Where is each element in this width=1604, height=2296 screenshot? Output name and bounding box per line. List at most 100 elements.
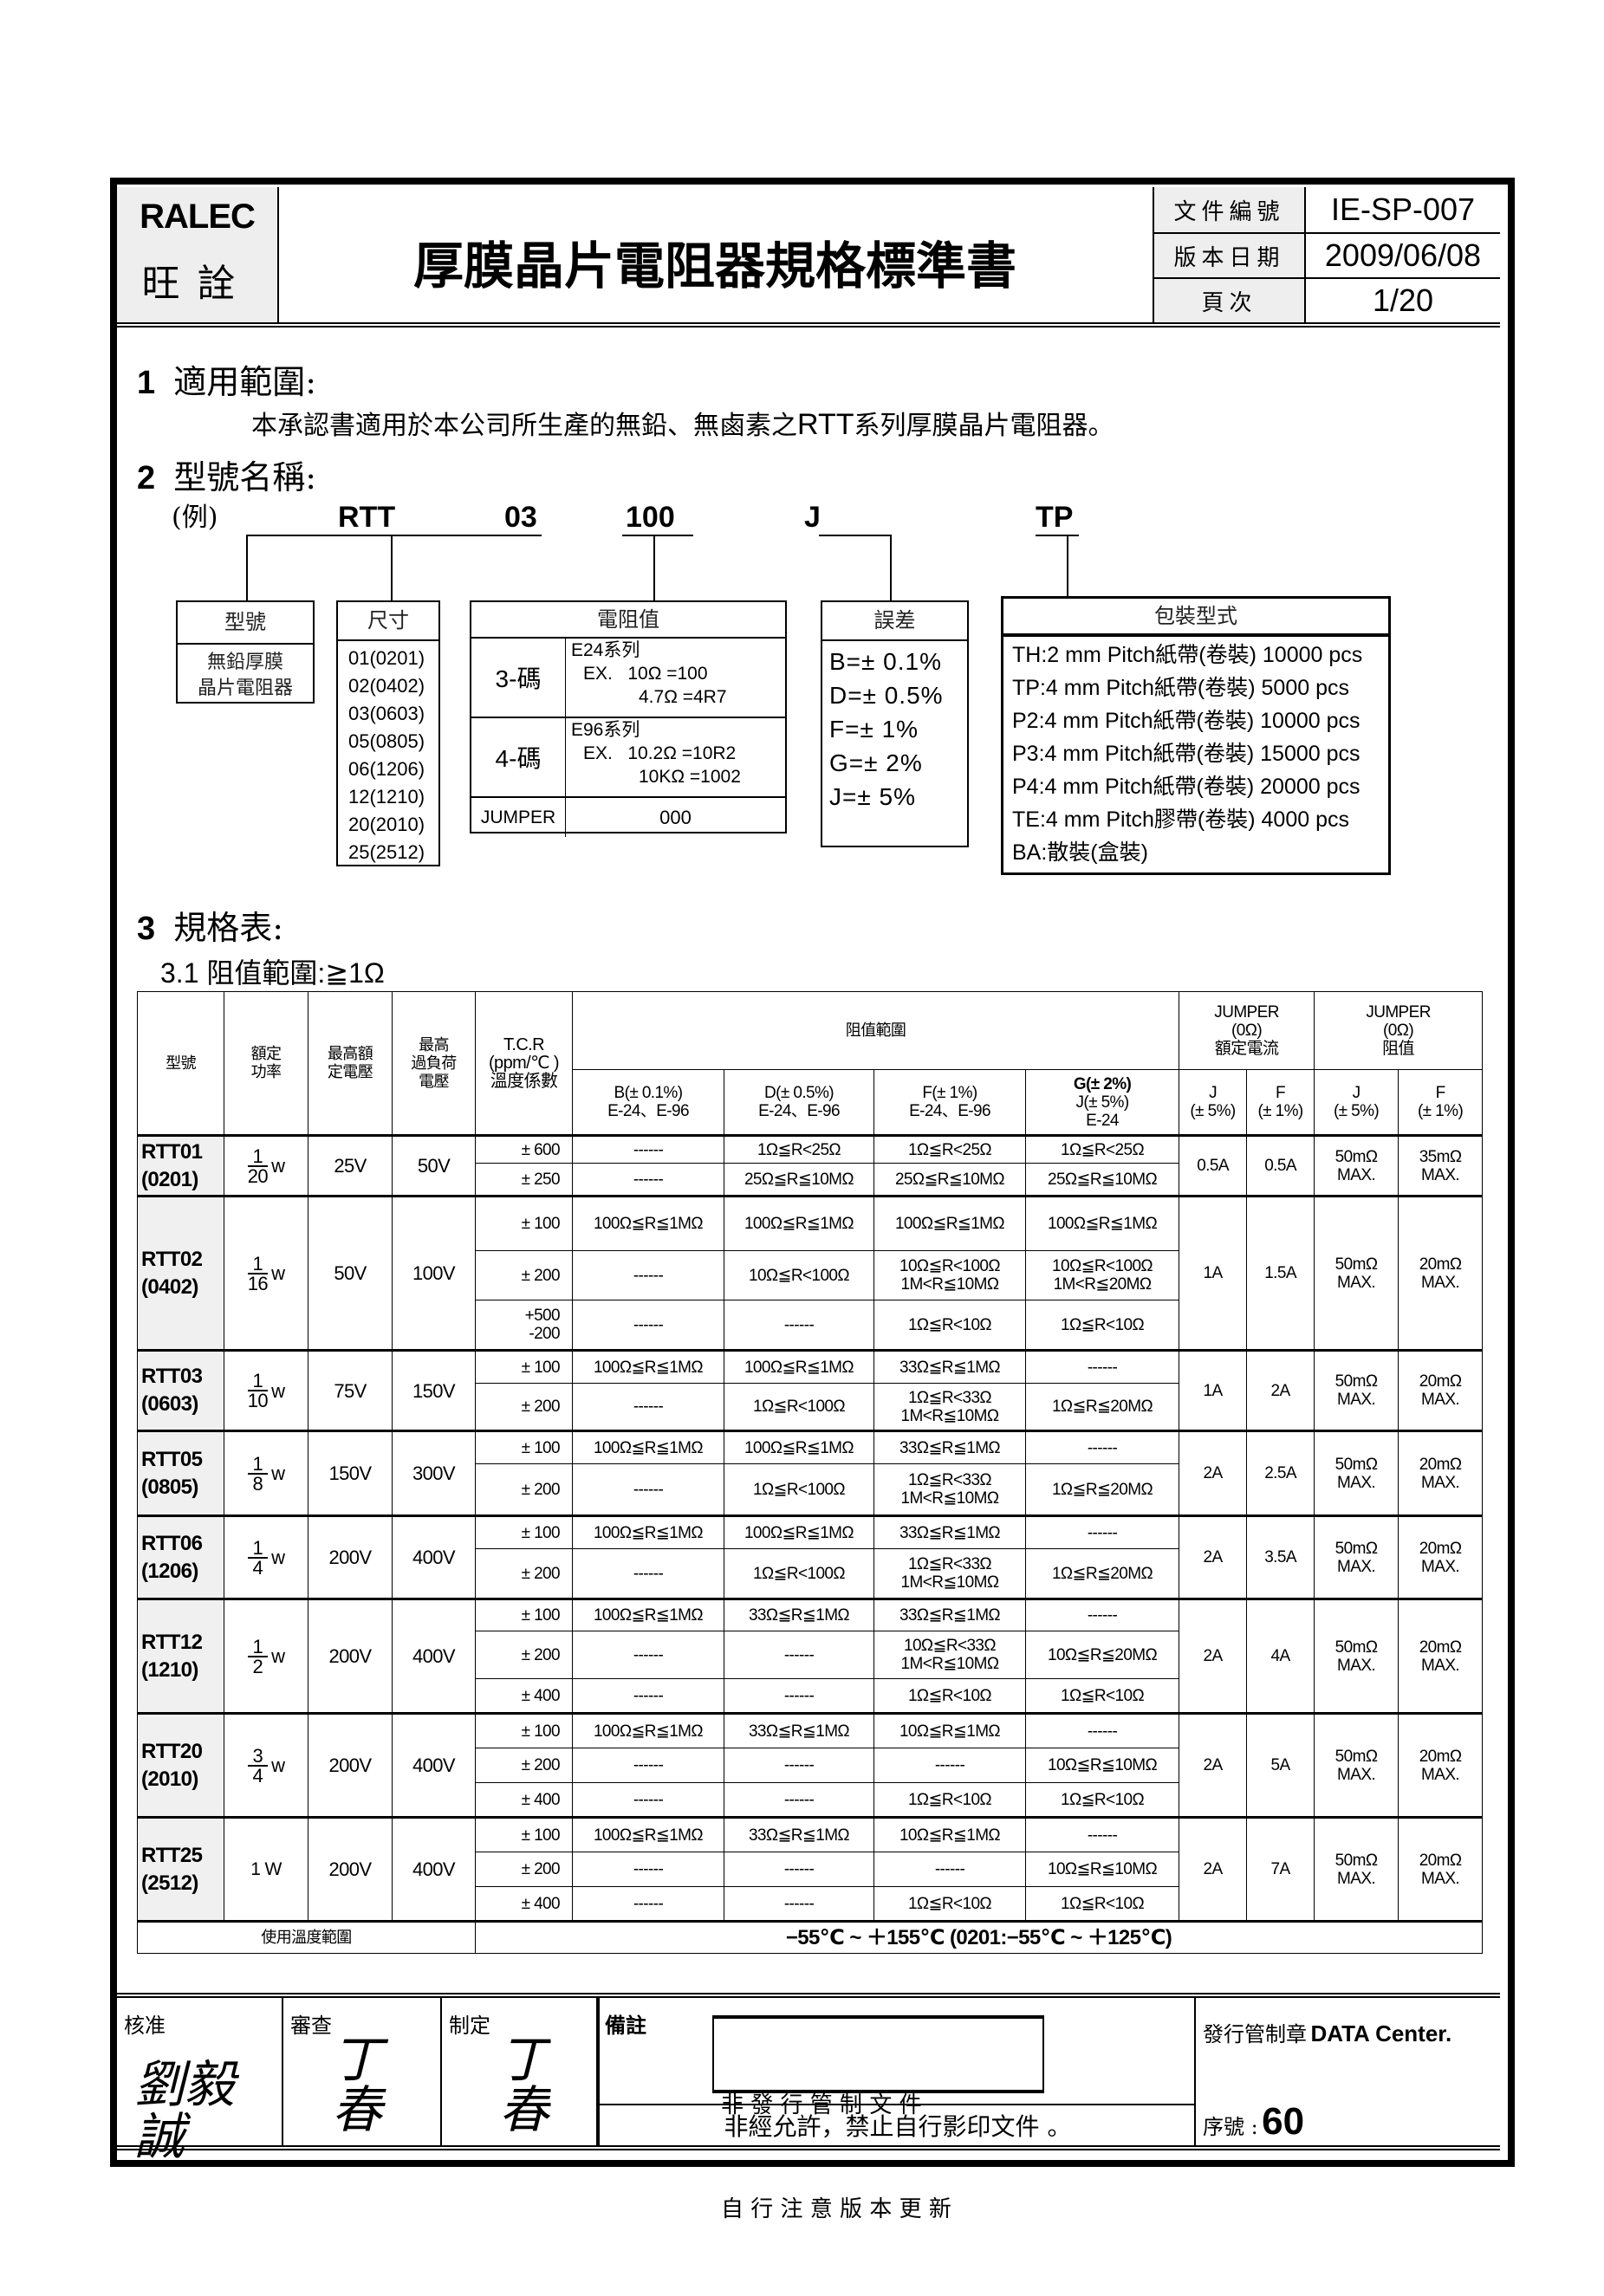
fraction-stack: 1 20 (247, 1146, 269, 1185)
range-d-cell: ------ (724, 1852, 874, 1887)
range-b-cell: ------ (572, 1886, 724, 1922)
example-label: (例) (172, 503, 218, 533)
review-cell: 審查 丁春 (283, 1998, 442, 2147)
size-box-title: 尺寸 (338, 602, 438, 641)
voltage-cell: 25V (308, 1134, 393, 1197)
packing-option: TH:2 mm Pitch紙帶(卷裝) 10000 pcs (1012, 643, 1363, 667)
meta-value-doc-no: IE-SP-007 (1304, 187, 1500, 234)
range-b-cell: ------ (572, 1678, 724, 1714)
range-b-cell: ------ (572, 1383, 724, 1431)
footer-divider (117, 1993, 1500, 1998)
type-box-line-2: 晶片電阻器 (197, 678, 293, 699)
range-g-cell: ------ (1024, 1430, 1180, 1464)
table-row: ± 400 ------ ------ 1Ω≦R<10Ω 1Ω≦R<10Ω (138, 1886, 1483, 1922)
temperature-row: 使用溫度範圍 −55℃ ~ ＋155℃ (0201:−55℃ ~ ＋125℃) (137, 1920, 1484, 1954)
range-d-cell: 100Ω≦R≦1MΩ (724, 1349, 874, 1384)
section-2-title: 型號名稱: (173, 458, 317, 496)
power-cell: 1 20 w (224, 1134, 308, 1197)
spec-table: 型號 額定 功率 最高額 定電壓 最高 過負荷 電壓 T.C.R (ppm/℃ ) 溫度… (137, 991, 1484, 1954)
value-jumper-code: 000 (659, 806, 692, 828)
value-jumper-row: JUMPER 000 (471, 798, 785, 837)
stamp-line-2: 自 行 注 意 版 本 更 新 (721, 2196, 951, 2222)
packing-option: P3:4 mm Pitch紙帶(卷裝) 15000 pcs (1012, 742, 1360, 766)
range-d-cell: 100Ω≦R≦1MΩ (724, 1514, 874, 1549)
page-frame (110, 178, 1515, 2167)
header-g-rest: J(± 5%) E-24 (1075, 1093, 1129, 1130)
tcr-cell: ± 600 (475, 1134, 573, 1164)
overload-cell: 400V (392, 1712, 476, 1818)
range-d-cell: 25Ω≦R≦10MΩ (724, 1163, 874, 1197)
model-cell: RTT05 (0805) (137, 1430, 224, 1516)
range-b-cell: 100Ω≦R≦1MΩ (572, 1349, 724, 1384)
brand-en: RALEC (140, 198, 256, 236)
approve-cell: 核准 劉毅誠 (117, 1998, 283, 2163)
power-unit: w (271, 1754, 285, 1776)
serial-label: 序號 : (1203, 2115, 1258, 2139)
range-b-cell: 100Ω≦R≦1MΩ (572, 1195, 724, 1251)
packing-option: TP:4 mm Pitch紙帶(卷裝) 5000 pcs (1012, 676, 1349, 700)
value-box: 電阻值 3-碼 E24系列 EX. 10Ω =100 4.7Ω =4R7 4-碼… (470, 600, 787, 837)
section-3-heading: 3 規格表: (137, 901, 283, 949)
power-numerator: 1 (247, 1372, 269, 1391)
tolerance-option: D=± 0.5% (829, 682, 944, 709)
tcr-cell: ± 100 (475, 1598, 573, 1631)
jumper-jc-f-cell: 5A (1246, 1712, 1315, 1818)
copy-notice: 非經允許，禁止自行影印文件 。 (600, 2104, 1196, 2149)
range-g-cell: 100Ω≦R≦1MΩ (1024, 1195, 1180, 1251)
tcr-cell: ± 200 (475, 1383, 573, 1431)
size-list: 01(0201) 02(0402) 03(0603) 05(0805) 06(1206)… (338, 641, 438, 866)
section-3-1-heading: 3.1 阻值範圍:≧1Ω (160, 957, 385, 989)
e96-example-2: 10KΩ =1002 (639, 767, 741, 787)
power-unit: w (271, 1155, 285, 1177)
range-d-cell: 100Ω≦R≦1MΩ (724, 1195, 874, 1251)
footer-bottom-rule (117, 2145, 1500, 2150)
range-g-cell: 25Ω≦R≦10MΩ (1024, 1163, 1180, 1197)
range-d-cell: 1Ω≦R<100Ω (724, 1463, 874, 1516)
tolerance-box: 誤差 B=± 0.1% D=± 0.5% F=± 1% G=± 2% J=± 5% (821, 600, 969, 847)
e24-example-1: EX. 10Ω =100 (583, 664, 708, 684)
power-fraction: 1 10 w (247, 1372, 285, 1411)
range-b-cell: 100Ω≦R≦1MΩ (572, 1430, 724, 1464)
jumper-jc-f-cell: 0.5A (1246, 1134, 1315, 1197)
meta-label-page: 頁次 (1153, 279, 1304, 322)
section-1-title: 適用範圍: (173, 363, 317, 401)
table-row: ± 200 ------ 1Ω≦R<100Ω 1Ω≦R<33Ω 1M<R≦10MΩ 1Ω… (138, 1383, 1483, 1431)
jumper-jc-j-cell: 2A (1179, 1430, 1248, 1516)
range-b-cell: 100Ω≦R≦1MΩ (572, 1598, 724, 1631)
range-d-cell: 100Ω≦R≦1MΩ (724, 1430, 874, 1464)
model-cell: RTT01 (0201) (137, 1134, 224, 1197)
power-numerator: 1 (247, 1254, 269, 1274)
jumper-jr-j-cell: 50mΩ MAX. (1314, 1134, 1399, 1197)
range-b-cell: ------ (572, 1300, 724, 1351)
range-f-cell: 1Ω≦R<33Ω 1M<R≦10MΩ (873, 1463, 1026, 1516)
range-g-cell: 1Ω≦R≦20MΩ (1024, 1548, 1180, 1599)
tcr-cell: ± 250 (475, 1163, 573, 1197)
tcr-cell: ± 100 (475, 1349, 573, 1384)
value-box-title: 電阻值 (471, 602, 785, 639)
jumper-jr-j-cell: 50mΩ MAX. (1314, 1430, 1399, 1516)
power-fraction: 1 20 w (247, 1146, 285, 1185)
range-b-cell: ------ (572, 1631, 724, 1679)
range-f-cell: 1Ω≦R<10Ω (873, 1300, 1026, 1351)
temperature-label: 使用溫度範圍 (137, 1920, 476, 1954)
range-g-cell: 1Ω≦R<10Ω (1024, 1886, 1180, 1922)
jumper-jc-f-cell: 3.5A (1246, 1514, 1315, 1599)
range-g-cell: 1Ω≦R≦20MΩ (1024, 1463, 1180, 1516)
model-cell: RTT06 (1206) (137, 1514, 224, 1599)
range-d-cell: ------ (724, 1631, 874, 1679)
size-option: 06(1206) (348, 758, 425, 780)
range-d-cell: ------ (724, 1748, 874, 1783)
code-tolerance: J (804, 501, 821, 534)
power-denominator: 16 (247, 1272, 269, 1294)
serial-value: 60 (1262, 2100, 1305, 2143)
table-row: ± 400 ------ ------ 1Ω≦R<10Ω 1Ω≦R<10Ω (138, 1678, 1483, 1714)
range-g-cell: ------ (1024, 1514, 1180, 1549)
range-b-cell: 100Ω≦R≦1MΩ (572, 1712, 724, 1748)
range-b-cell: ------ (572, 1548, 724, 1599)
scope-text-rtt: RTT (797, 408, 854, 441)
jumper-jr-j-cell: 50mΩ MAX. (1314, 1514, 1399, 1599)
range-d-cell: ------ (724, 1782, 874, 1818)
packing-option: TE:4 mm Pitch膠帶(卷裝) 4000 pcs (1012, 807, 1349, 832)
